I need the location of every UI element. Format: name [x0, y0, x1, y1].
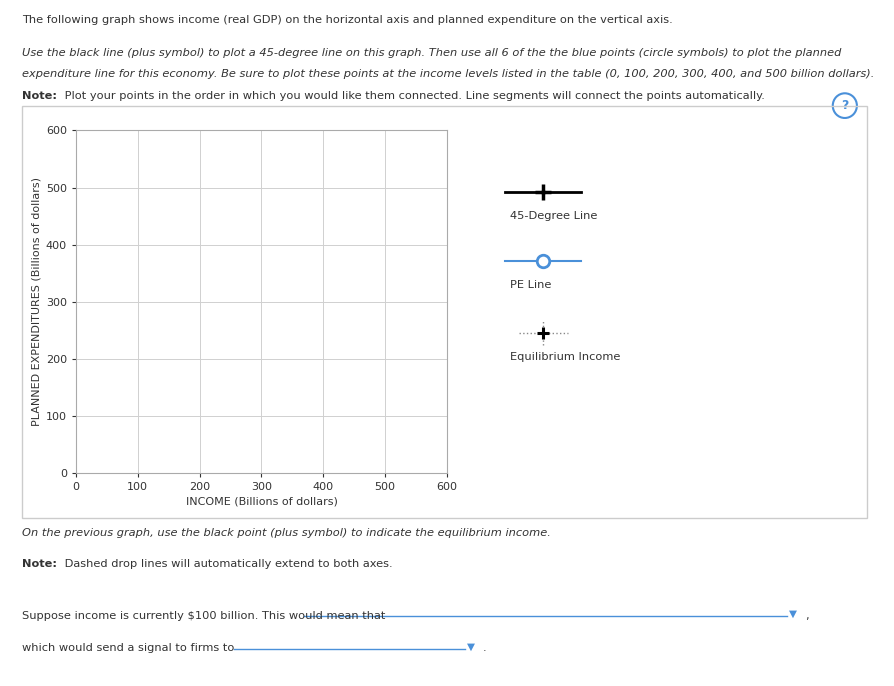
Text: ▼: ▼	[789, 609, 797, 619]
Text: 45-Degree Line: 45-Degree Line	[510, 211, 597, 222]
Text: ?: ?	[841, 99, 848, 112]
Text: PE Line: PE Line	[510, 280, 551, 290]
Text: Suppose income is currently $100 billion. This would mean that: Suppose income is currently $100 billion…	[22, 611, 385, 621]
Text: Use the black line (plus symbol) to plot a 45-degree line on this graph. Then us: Use the black line (plus symbol) to plot…	[22, 48, 842, 58]
Text: ▼: ▼	[467, 642, 475, 652]
Text: Dashed drop lines will automatically extend to both axes.: Dashed drop lines will automatically ext…	[61, 559, 392, 569]
Y-axis label: PLANNED EXPENDITURES (Billions of dollars): PLANNED EXPENDITURES (Billions of dollar…	[31, 178, 42, 426]
Text: ,: ,	[805, 611, 808, 621]
Text: Note:: Note:	[22, 559, 57, 569]
X-axis label: INCOME (Billions of dollars): INCOME (Billions of dollars)	[186, 497, 337, 506]
Text: .: .	[483, 643, 486, 654]
Text: Plot your points in the order in which you would like them connected. Line segme: Plot your points in the order in which y…	[61, 91, 764, 101]
Text: which would send a signal to firms to: which would send a signal to firms to	[22, 643, 235, 654]
Text: On the previous graph, use the black point (plus symbol) to indicate the equilib: On the previous graph, use the black poi…	[22, 528, 552, 539]
Text: Equilibrium Income: Equilibrium Income	[510, 352, 620, 362]
Text: The following graph shows income (real GDP) on the horizontal axis and planned e: The following graph shows income (real G…	[22, 15, 673, 25]
Text: expenditure line for this economy. Be sure to plot these points at the income le: expenditure line for this economy. Be su…	[22, 69, 874, 79]
Text: Note:: Note:	[22, 91, 57, 101]
